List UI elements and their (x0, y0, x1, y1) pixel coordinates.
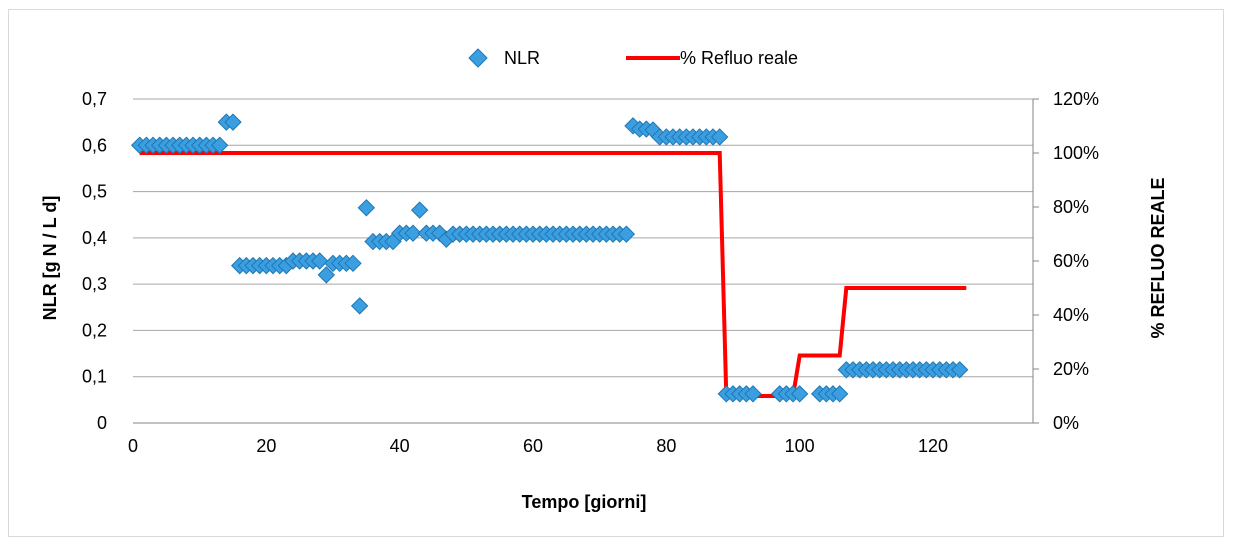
nlr-point (950, 361, 969, 379)
y-tick-label: 0,5 (82, 182, 107, 202)
y-axis-title: NLR [g N / L d] (40, 196, 60, 321)
nlr-point (344, 254, 362, 273)
nlr-point (224, 113, 242, 131)
refluo-line (139, 151, 967, 398)
x-tick-label: 40 (390, 436, 410, 456)
nlr-point (210, 136, 229, 154)
gridlines (133, 98, 1033, 378)
nlr-point (744, 385, 762, 403)
y2-tick-label: 40% (1053, 305, 1089, 325)
legend-nlr-marker (468, 48, 488, 68)
chart-frame (8, 9, 1224, 537)
y-tick-label: 0,7 (82, 89, 107, 109)
axes (133, 98, 1039, 424)
nlr-point (410, 201, 429, 219)
y2-tick-labels: 0% 20% 40% 60% 80% 100% 120% (1053, 89, 1099, 433)
x-tick-label: 60 (523, 436, 543, 456)
nlr-point (357, 199, 376, 217)
nlr-point (710, 128, 729, 146)
nlr-point (404, 224, 422, 242)
y2-axis-title: % REFLUO REALE (1148, 177, 1168, 338)
y-tick-label: 0,3 (82, 274, 107, 294)
refluo-line-series (139, 151, 967, 398)
legend-nlr-label: NLR (504, 48, 540, 68)
nlr-point (617, 225, 636, 243)
x-tick-label: 80 (656, 436, 676, 456)
y2-tick-label: 120% (1053, 89, 1099, 109)
nlr-point (317, 266, 336, 284)
nlr-point (310, 252, 329, 270)
nlr-point (830, 385, 849, 403)
y2-tick-label: 60% (1053, 251, 1089, 271)
y2-tick-label: 100% (1053, 143, 1099, 163)
y-tick-label: 0 (97, 413, 107, 433)
y2-tick-label: 20% (1053, 359, 1089, 379)
x-tick-label: 120 (918, 436, 948, 456)
x-tick-labels: 0 20 40 60 80 100 120 (128, 436, 948, 456)
y-tick-label: 0,6 (82, 135, 107, 155)
nlr-point (790, 385, 809, 403)
y-tick-label: 0,1 (82, 367, 107, 387)
y-tick-label: 0,4 (82, 228, 107, 248)
x-axis-title: Tempo [giorni] (522, 492, 647, 512)
legend: NLR % Refluo reale (468, 48, 798, 68)
x-tick-label: 20 (256, 436, 276, 456)
legend-refluo-label: % Refluo reale (680, 48, 798, 68)
y2-tick-label: 0% (1053, 413, 1079, 433)
y2-tick-label: 80% (1053, 197, 1089, 217)
y-tick-label: 0,2 (82, 320, 107, 340)
nlr-scatter-series (130, 113, 969, 403)
x-tick-label: 0 (128, 436, 138, 456)
x-tick-label: 100 (785, 436, 815, 456)
nlr-point (350, 297, 369, 315)
y-tick-labels: 0 0,1 0,2 0,3 0,4 0,5 0,6 0,7 (82, 89, 107, 433)
